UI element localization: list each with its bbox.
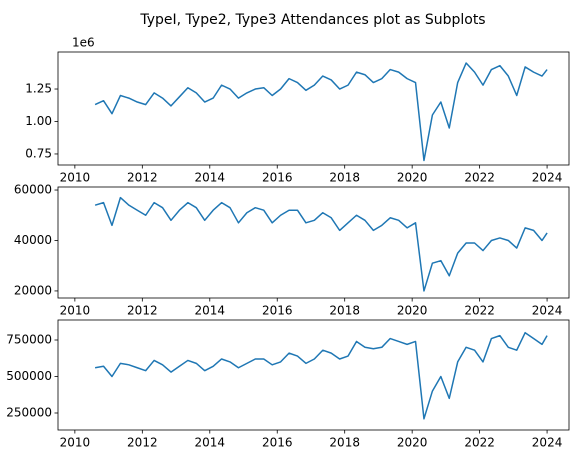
chart-title: TypeI, Type2, Type3 Attendances plot as … <box>139 12 485 28</box>
x-tick-label: 2020 <box>397 304 428 318</box>
x-tick-label: 2014 <box>195 304 226 318</box>
x-tick-label: 2010 <box>60 436 91 450</box>
x-tick-label: 2014 <box>195 436 226 450</box>
x-tick-label: 2012 <box>127 171 158 185</box>
y-tick-label: 0.75 <box>25 146 52 160</box>
x-tick-label: 2022 <box>464 171 495 185</box>
y-tick-label: 1.25 <box>25 82 52 96</box>
x-tick-label: 2010 <box>60 304 91 318</box>
data-line <box>94 62 548 162</box>
y-tick-label: 60000 <box>14 183 52 197</box>
data-line <box>94 196 548 292</box>
axes-frame <box>57 186 570 299</box>
y-tick-label: 1.00 <box>25 114 52 128</box>
x-tick-label: 2022 <box>464 304 495 318</box>
y-tick-label: 750000 <box>6 333 52 347</box>
x-tick-label: 2018 <box>329 171 360 185</box>
x-tick-label: 2020 <box>397 171 428 185</box>
y-tick-label: 40000 <box>14 233 52 247</box>
y-tick-label: 20000 <box>14 283 52 297</box>
x-tick-label: 2018 <box>329 304 360 318</box>
x-tick-label: 2024 <box>532 304 563 318</box>
x-tick-label: 2012 <box>127 304 158 318</box>
x-tick-label: 2012 <box>127 436 158 450</box>
axes-frame <box>57 319 570 431</box>
x-tick-label: 2024 <box>532 436 563 450</box>
x-tick-label: 2016 <box>262 436 293 450</box>
offset-label: 1e6 <box>72 36 95 50</box>
x-tick-label: 2022 <box>464 436 495 450</box>
x-tick-label: 2018 <box>329 436 360 450</box>
axes-frame <box>57 51 570 166</box>
data-line <box>94 331 548 420</box>
x-tick-label: 2016 <box>262 304 293 318</box>
x-tick-label: 2014 <box>195 171 226 185</box>
x-tick-label: 2020 <box>397 436 428 450</box>
y-tick-label: 500000 <box>6 369 52 383</box>
y-tick-label: 250000 <box>6 405 52 419</box>
x-tick-label: 2016 <box>262 171 293 185</box>
x-tick-label: 2010 <box>60 171 91 185</box>
x-tick-label: 2024 <box>532 171 563 185</box>
